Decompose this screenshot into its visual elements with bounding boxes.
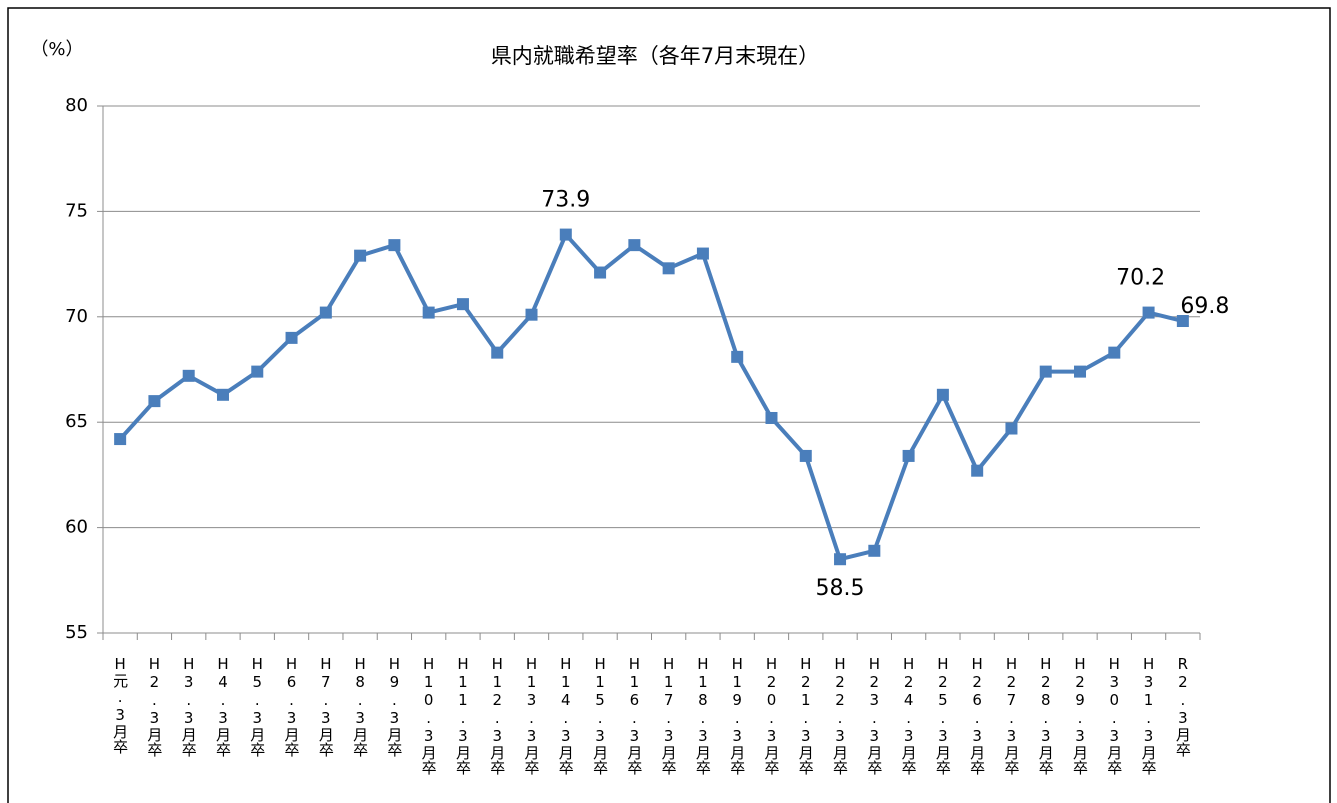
point-marker: [354, 249, 367, 262]
point-marker: [628, 239, 641, 252]
x-tick-label: H9.3月卒: [385, 655, 403, 757]
y-tick-label: 60: [65, 517, 88, 538]
x-tick-label: H14.3月卒: [557, 655, 575, 775]
x-tick-label: H15.3月卒: [591, 655, 609, 775]
point-marker: [936, 388, 949, 401]
point-marker: [251, 365, 264, 378]
point-marker: [216, 388, 229, 401]
point-marker: [285, 331, 298, 344]
point-marker: [765, 411, 778, 424]
y-tick-label: 80: [65, 95, 88, 116]
point-marker: [971, 464, 984, 477]
data-label: 58.5: [816, 576, 865, 601]
x-tick-label: H30.3月卒: [1105, 655, 1123, 775]
x-tick-label: H28.3月卒: [1037, 655, 1055, 775]
point-marker: [182, 369, 195, 382]
x-tick-label: H20.3月卒: [762, 655, 780, 775]
x-tick-label: H17.3月卒: [660, 655, 678, 775]
x-tick-label: H19.3月卒: [728, 655, 746, 775]
chart-title: 県内就職希望率（各年7月末現在）: [491, 44, 819, 68]
y-tick-label: 75: [65, 200, 88, 221]
y-tick-label: 70: [65, 306, 88, 327]
point-marker: [834, 553, 847, 566]
chart-frame: [7, 7, 1331, 803]
point-marker: [559, 228, 572, 241]
x-tick-label: H31.3月卒: [1140, 655, 1158, 775]
point-marker: [1074, 365, 1087, 378]
point-marker: [1176, 315, 1189, 328]
x-tick-label: H18.3月卒: [694, 655, 712, 775]
point-marker: [868, 544, 881, 557]
y-tick-label: 65: [65, 411, 88, 432]
point-marker: [799, 449, 812, 462]
point-marker: [525, 308, 538, 321]
point-marker: [662, 262, 675, 275]
x-tick-label: H21.3月卒: [797, 655, 815, 775]
data-label: 69.8: [1180, 294, 1229, 319]
point-marker: [1108, 346, 1121, 359]
point-marker: [1005, 422, 1018, 435]
x-tick-label: H24.3月卒: [900, 655, 918, 775]
x-tick-label: H2.3月卒: [145, 655, 163, 757]
x-tick-label: H23.3月卒: [865, 655, 883, 775]
x-tick-label: H元.3月卒: [111, 655, 129, 754]
x-tick-label: R2.3月卒: [1174, 655, 1192, 757]
x-tick-label: H13.3月卒: [523, 655, 541, 775]
x-tick-label: H16.3月卒: [625, 655, 643, 775]
x-tick-label: H10.3月卒: [420, 655, 438, 775]
x-tick-label: H29.3月卒: [1071, 655, 1089, 775]
point-marker: [731, 350, 744, 363]
point-marker: [1142, 306, 1155, 319]
series-line: [118, 232, 1184, 562]
point-marker: [491, 346, 504, 359]
point-marker: [1039, 365, 1052, 378]
point-marker: [594, 266, 607, 279]
point-marker: [388, 239, 401, 252]
point-marker: [148, 395, 161, 408]
y-axis-label: （%）: [30, 39, 83, 60]
x-tick-label: H8.3月卒: [351, 655, 369, 757]
y-tick-label: 55: [65, 622, 88, 643]
x-tick-label: H22.3月卒: [831, 655, 849, 775]
x-tick-label: H3.3月卒: [180, 655, 198, 757]
point-marker: [114, 433, 127, 446]
x-tick-label: H25.3月卒: [934, 655, 952, 775]
x-tick-label: H5.3月卒: [248, 655, 266, 757]
x-tick-label: H4.3月卒: [214, 655, 232, 757]
x-tick-label: H27.3月卒: [1002, 655, 1020, 775]
x-tick-label: H26.3月卒: [968, 655, 986, 775]
x-tick-label: H6.3月卒: [283, 655, 301, 757]
x-tick-label: H12.3月卒: [488, 655, 506, 775]
x-tick-label: H7.3月卒: [317, 655, 335, 757]
point-marker: [696, 247, 709, 260]
x-tick-label: H11.3月卒: [454, 655, 472, 775]
point-marker: [422, 306, 435, 319]
point-marker: [902, 449, 915, 462]
data-label: 70.2: [1116, 266, 1165, 291]
point-marker: [456, 298, 469, 311]
data-label: 73.9: [541, 188, 590, 213]
point-marker: [319, 306, 332, 319]
